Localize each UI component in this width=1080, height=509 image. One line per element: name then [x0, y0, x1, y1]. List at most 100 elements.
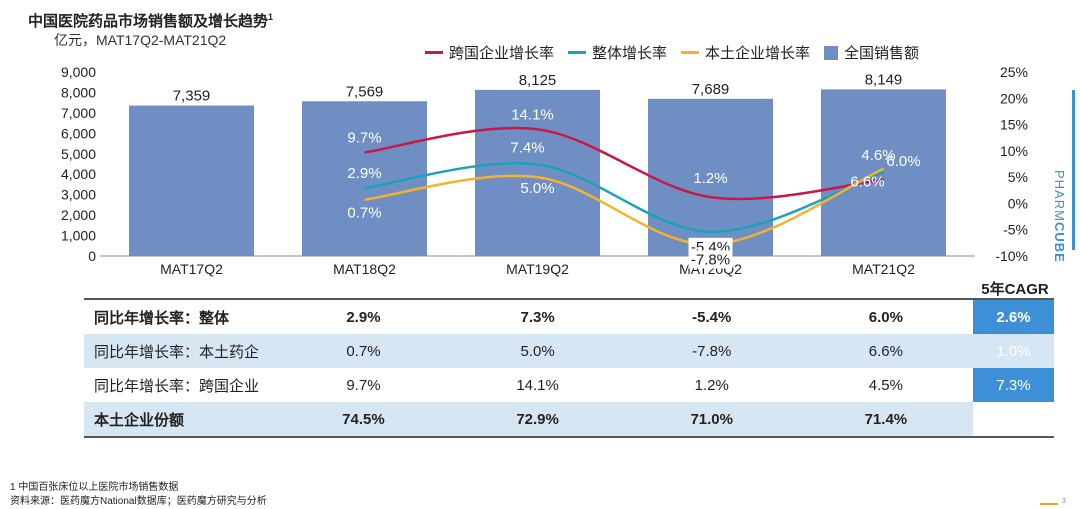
- table-cell: 74.5%: [276, 402, 451, 438]
- row-label: 同比年增长率：本土药企: [84, 334, 277, 368]
- chart-title: 中国医院药品市场销售额及增长趋势1: [28, 10, 273, 31]
- footnote-scope: 1 中国百张床位以上医院市场销售数据: [10, 482, 179, 493]
- table-cell: 72.9%: [450, 402, 625, 438]
- legend-label-domestic: 本土企业增长率: [705, 45, 811, 62]
- bar-value-label: 7,359: [173, 88, 211, 105]
- line-value-label: 6.6%: [850, 174, 884, 191]
- line-value-label: 4.6%: [861, 147, 895, 164]
- line-value-label: 7.4%: [510, 140, 544, 157]
- line-label-background: [688, 250, 733, 269]
- table-cell: -7.8%: [624, 334, 799, 368]
- page-number: 3: [1062, 498, 1066, 505]
- line-value-label: 9.7%: [347, 129, 381, 146]
- line-value-label: 2.9%: [347, 165, 381, 182]
- sales-bar: [129, 105, 254, 256]
- chart-title-text: 中国医院药品市场销售额及增长趋势: [28, 13, 269, 30]
- table-row-mnc: 同比年增长率：跨国企业 9.7% 14.1% 1.2% 4.5% 7.3%: [84, 368, 1054, 402]
- line-value-label: 6.0%: [886, 153, 920, 170]
- y-right-tick-label: 10%: [1000, 143, 1028, 159]
- y-right-tick-label: 0%: [1008, 195, 1028, 211]
- table-cell: 6.6%: [798, 334, 973, 368]
- brand-logo: PHARMCUBE: [1052, 170, 1067, 263]
- legend-item-mnc: 跨国企业增长率: [425, 42, 554, 63]
- table-row-domestic: 同比年增长率：本土药企 0.7% 5.0% -7.8% 6.6% 1.0%: [84, 334, 1054, 368]
- table-cell: 2.9%: [276, 298, 451, 334]
- chart-legend: 跨国企业增长率 整体增长率 本土企业增长率 全国销售额: [425, 42, 919, 63]
- y-left-tick-label: 3,000: [61, 187, 96, 203]
- y-right-tick-label: 5%: [1008, 169, 1028, 185]
- table-cell: -5.4%: [624, 298, 799, 334]
- x-tick-label: MAT21Q2: [852, 261, 915, 277]
- legend-item-sales: 全国销售额: [824, 42, 919, 63]
- table-row-share: 本土企业份额 74.5% 72.9% 71.0% 71.4%: [84, 402, 1054, 438]
- row-label: 同比年增长率：跨国企业: [94, 377, 260, 395]
- line-value-label: 5.0%: [520, 180, 554, 197]
- line-value-label: -7.8%: [691, 251, 730, 268]
- y-left-tick-label: 9,000: [61, 64, 96, 80]
- y-left-tick-label: 0: [88, 248, 96, 264]
- row-label: 本土企业份额: [84, 402, 277, 438]
- table-cell: 71.4%: [798, 402, 973, 438]
- growth-table: 同比年增长率：整体 2.9% 7.3% -5.4% 6.0% 2.6% 同比年增…: [84, 298, 1054, 438]
- line-value-label: 14.1%: [511, 106, 554, 123]
- y-right-tick-label: -10%: [995, 248, 1028, 264]
- table-cell: 4.5%: [868, 376, 903, 394]
- brand-logo-bold: CUBE: [1052, 221, 1067, 263]
- bar-value-label: 7,569: [346, 83, 384, 100]
- table-cell: 1.2%: [694, 376, 729, 394]
- sales-bar: [475, 89, 600, 256]
- legend-item-overall: 整体增长率: [568, 42, 667, 63]
- table-cell: 5.0%: [450, 334, 625, 368]
- legend-swatch-overall: [568, 51, 587, 54]
- legend-swatch-domestic: [681, 51, 700, 54]
- x-tick-label: MAT19Q2: [506, 261, 569, 277]
- footnote-source: 资料来源：医药魔方National数据库；医药魔方研究与分析: [10, 496, 267, 507]
- legend-swatch-sales: [824, 45, 839, 60]
- table-cell: 0.7%: [276, 334, 451, 368]
- line-value-label: 1.2%: [693, 170, 727, 187]
- y-right-tick-label: -5%: [1003, 222, 1028, 238]
- page-accent-dash: [1040, 503, 1058, 505]
- sales-bar: [648, 98, 773, 256]
- y-left-tick-label: 5,000: [61, 146, 96, 162]
- chart-subtitle: 亿元，MAT17Q2-MAT21Q2: [54, 32, 227, 48]
- table-cell: 14.1%: [516, 376, 559, 394]
- table-cell: 7.3%: [450, 298, 625, 334]
- cagr-cell: 7.3%: [972, 368, 1054, 402]
- legend-label-overall: 整体增长率: [592, 45, 668, 62]
- line-value-label: 0.7%: [347, 205, 381, 222]
- y-left-tick-label: 1,000: [61, 228, 96, 244]
- y-right-tick-label: 25%: [1000, 64, 1028, 80]
- y-left-tick-label: 7,000: [61, 105, 96, 121]
- table-cell: 71.0%: [624, 402, 799, 438]
- bar-value-label: 8,149: [865, 71, 903, 88]
- brand-accent-bar: [1072, 90, 1075, 250]
- y-right-tick-label: 15%: [1000, 117, 1028, 133]
- table-cell: 6.0%: [798, 298, 973, 334]
- row-label: 同比年增长率：整体: [84, 298, 277, 334]
- cagr-cell: 2.6%: [972, 298, 1054, 334]
- y-left-tick-label: 4,000: [61, 166, 96, 182]
- cagr-cell: [972, 402, 1054, 438]
- y-right-tick-label: 20%: [1000, 90, 1028, 106]
- bar-value-label: 8,125: [519, 72, 557, 89]
- brand-logo-light: PHARM: [1052, 170, 1067, 222]
- cagr-header: 5年CAGR: [981, 281, 1049, 298]
- table-row-overall: 同比年增长率：整体 2.9% 7.3% -5.4% 6.0% 2.6%: [84, 298, 1054, 334]
- growth-line-2: [364, 167, 885, 246]
- legend-item-domestic: 本土企业增长率: [681, 42, 810, 63]
- y-left-tick-label: 8,000: [61, 84, 96, 100]
- cagr-cell: 1.0%: [972, 334, 1054, 368]
- bar-value-label: 7,689: [692, 81, 730, 98]
- legend-swatch-mnc: [425, 51, 443, 54]
- y-left-tick-label: 6,000: [61, 125, 96, 141]
- x-tick-label: MAT17Q2: [160, 261, 223, 277]
- legend-label-sales: 全国销售额: [844, 45, 920, 62]
- sales-growth-chart: 0 1,000 2,000 3,000 4,000 5,000 6,000 7,000 8,00…: [61, 64, 1028, 277]
- legend-label-mnc: 跨国企业增长率: [449, 45, 555, 62]
- y-left-tick-label: 2,000: [61, 207, 96, 223]
- growth-line-1: [364, 162, 884, 234]
- growth-line-0: [364, 126, 884, 201]
- x-tick-label: MAT18Q2: [333, 261, 396, 277]
- title-footnote-marker: 1: [268, 12, 274, 22]
